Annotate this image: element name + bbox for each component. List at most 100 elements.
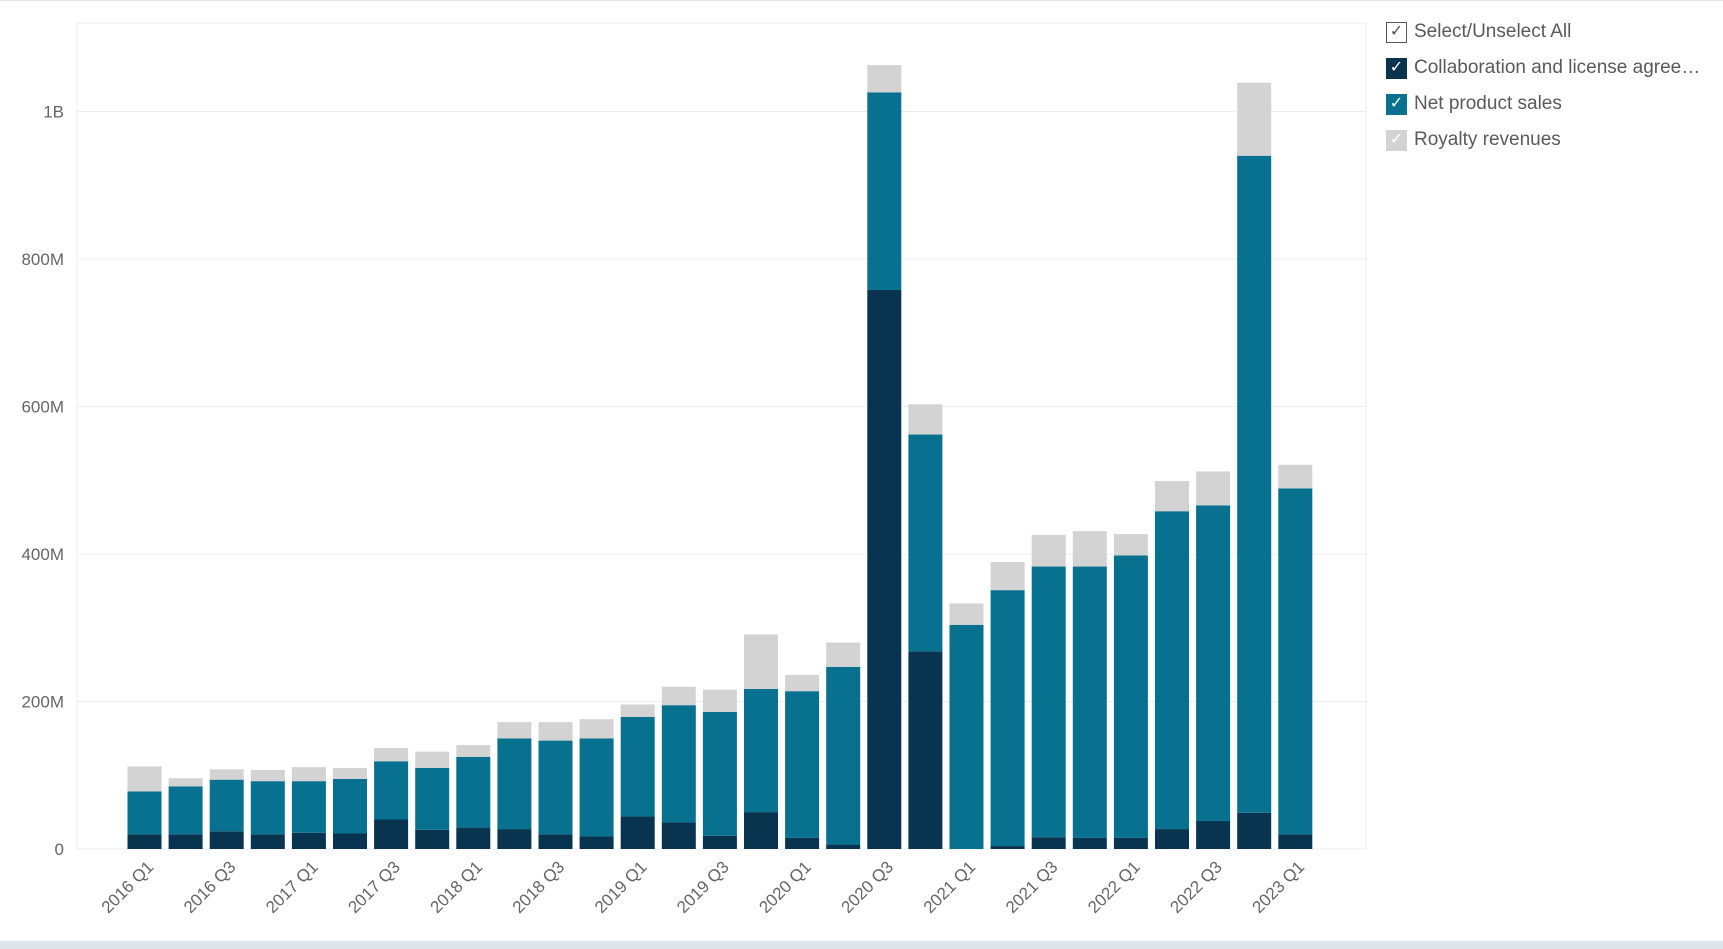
bar-segment [1237, 812, 1272, 849]
x-tick-label: 2018 Q1 [427, 857, 487, 917]
stacked-bar-chart: 0 200M 400M 600M 800M 1B 2016 Q1 2016 Q3 2017 Q1… [21, 22, 1367, 917]
y-tick-label: 200M [21, 693, 64, 712]
bar-segment [579, 719, 614, 739]
bar-segment [826, 844, 861, 849]
bar-segment [785, 691, 820, 838]
bar-segment [1072, 837, 1107, 849]
bar-segment [415, 767, 450, 830]
bar-segment [990, 590, 1025, 847]
checkbox-checked-icon[interactable]: ✓ [1386, 93, 1407, 115]
bar-segment [415, 829, 450, 849]
bar-segment [333, 767, 367, 779]
bar-segment [456, 827, 491, 849]
bar-segment [374, 819, 409, 849]
bar-segment [209, 831, 244, 849]
legend-label-net-product-sales: Net product sales [1414, 93, 1562, 114]
x-tick-label: 2017 Q3 [344, 857, 404, 917]
bar-segment [661, 822, 696, 849]
x-tick-label: 2017 Q1 [262, 857, 322, 917]
legend-select-all-label: Select/Unselect All [1414, 21, 1572, 42]
bar-segment [1278, 834, 1313, 849]
bar-segment [908, 404, 943, 435]
x-tick-label: 2020 Q1 [755, 857, 815, 917]
bar-segment [702, 689, 737, 712]
bar-segment [456, 756, 491, 828]
bar-segment [1196, 471, 1231, 506]
bar-segment [291, 781, 326, 833]
legend-label-collaboration: Collaboration and license agreem… [1414, 57, 1714, 78]
bar-segment [949, 624, 984, 849]
y-tick-label: 0 [55, 840, 64, 859]
x-tick-label: 2018 Q3 [509, 857, 569, 917]
bar-segment [250, 781, 285, 835]
bar-segment [291, 767, 326, 782]
bar-segment [291, 832, 326, 849]
bar-segment [867, 92, 902, 290]
bar-segment [250, 834, 285, 849]
bar-segment [1196, 820, 1231, 849]
bar-segment [168, 778, 203, 787]
bar-segment [1278, 464, 1313, 489]
x-tick-label: 2022 Q3 [1166, 857, 1226, 917]
bar-segment [949, 603, 984, 625]
bar-segment [744, 812, 778, 849]
bar-segment [127, 791, 162, 835]
bottom-scroll-strip [0, 941, 1723, 949]
bar-segment [168, 834, 203, 849]
top-divider [0, 0, 1723, 1]
legend-item-collaboration[interactable]: ✓ Collaboration and license agreem… [1386, 50, 1720, 86]
bar-segment [168, 786, 203, 835]
checkbox-checked-icon[interactable]: ✓ [1386, 57, 1407, 79]
bar-segment [826, 666, 861, 845]
bar-segment [374, 747, 409, 762]
x-tick-label: 2021 Q3 [1002, 857, 1062, 917]
bar-segment [744, 634, 778, 689]
bar-segment [1237, 82, 1272, 156]
x-tick-label: 2019 Q1 [591, 857, 651, 917]
bar-segment [1155, 829, 1189, 849]
bar-segment [908, 434, 943, 652]
bar-segment [661, 686, 696, 706]
bar-segment [620, 816, 655, 849]
bar-segment [1113, 534, 1148, 556]
legend-select-all[interactable]: ✓ Select/Unselect All [1386, 14, 1720, 50]
bar-segment [497, 722, 532, 739]
bar-segment [333, 833, 367, 849]
x-tick-label: 2020 Q3 [838, 857, 898, 917]
bar-segment [209, 779, 244, 832]
bar-segment [209, 769, 244, 780]
bar-segment [1155, 511, 1189, 830]
bar-segment [538, 740, 573, 835]
bar-segment [333, 778, 367, 834]
bar-segment [867, 65, 902, 93]
bar-segment [579, 738, 614, 837]
bar-segment [990, 846, 1025, 849]
bar-segment [497, 738, 532, 830]
y-tick-label: 800M [21, 250, 64, 269]
x-tick-label: 2019 Q3 [673, 857, 733, 917]
bar-segment [990, 562, 1025, 591]
bar-segment [1113, 837, 1148, 849]
bar-segment [415, 751, 450, 768]
bar-segment [250, 770, 285, 782]
checkbox-checked-icon[interactable]: ✓ [1386, 129, 1407, 151]
y-tick-label: 600M [21, 398, 64, 417]
bar-segment [1196, 505, 1231, 821]
bar-segment [620, 716, 655, 817]
bar-segment [497, 829, 532, 849]
bar-segment [1031, 534, 1066, 567]
bar-segment [744, 688, 778, 813]
legend-item-net-product-sales[interactable]: ✓ Net product sales [1386, 86, 1720, 122]
bar-segment [1155, 480, 1189, 512]
legend: ✓ Select/Unselect All ✓ Collaboration an… [1386, 14, 1720, 158]
legend-label-royalty-revenues: Royalty revenues [1414, 129, 1561, 150]
x-tick-label: 2022 Q1 [1084, 857, 1144, 917]
bar-segment [1072, 566, 1107, 838]
bar-segment [1237, 155, 1272, 813]
bar-segment [1031, 566, 1066, 838]
bar-segment [867, 289, 902, 850]
checkbox-icon[interactable]: ✓ [1386, 21, 1407, 43]
bar-segment [826, 642, 861, 667]
bar-segment [1072, 531, 1107, 567]
legend-item-royalty-revenues[interactable]: ✓ Royalty revenues [1386, 122, 1720, 158]
